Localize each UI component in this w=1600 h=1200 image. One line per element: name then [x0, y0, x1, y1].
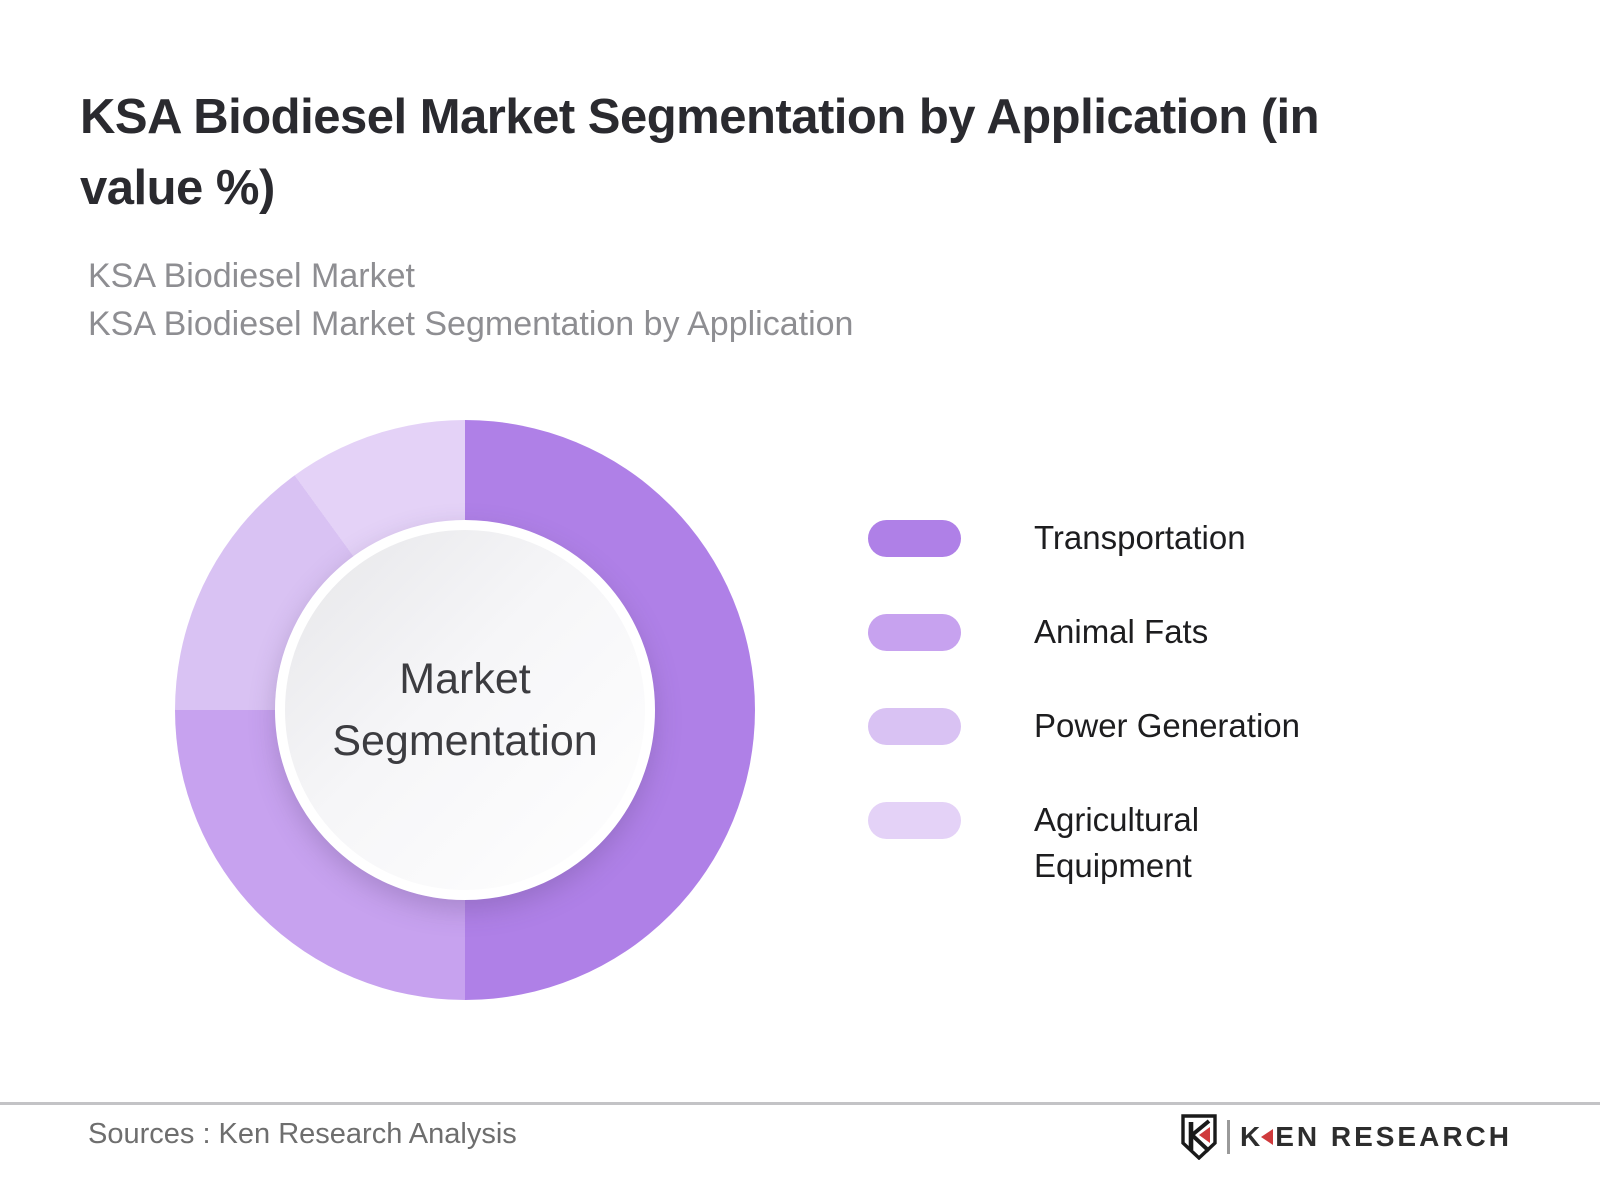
legend-item-power-generation: Power Generation	[868, 703, 1304, 749]
legend-label-transportation: Transportation	[1034, 519, 1246, 556]
legend-label-power-generation: Power Generation	[1034, 707, 1300, 744]
page-title: KSA Biodiesel Market Segmentation by App…	[80, 82, 1440, 224]
donut-center-circle: Market Segmentation	[275, 520, 655, 900]
subtitle-line-2: KSA Biodiesel Market Segmentation by App…	[88, 305, 854, 343]
page-title-line1: KSA Biodiesel Market Segmentation by App…	[80, 90, 1320, 144]
legend-item-animal-fats: Animal Fats	[868, 609, 1304, 655]
donut-chart: Market Segmentation	[175, 420, 755, 1000]
logo-text-rest: EN RESEARCH	[1275, 1121, 1512, 1152]
logo-divider-bar	[1226, 1120, 1230, 1154]
page-title-line2: value %)	[80, 161, 275, 215]
chart-subtitle: KSA Biodiesel Market KSA Biodiesel Marke…	[88, 252, 853, 348]
logo-red-triangle-icon	[1261, 1129, 1274, 1145]
legend-swatch-transportation	[868, 520, 961, 557]
legend-swatch-animal-fats	[868, 614, 961, 651]
legend-item-transportation: Transportation	[868, 515, 1304, 561]
legend-label-agricultural-equipment: Agricultural Equipment	[1034, 801, 1200, 884]
subtitle-line-1: KSA Biodiesel Market	[88, 257, 415, 295]
legend-item-agricultural-equipment: Agricultural Equipment	[868, 797, 1304, 889]
footer-divider	[0, 1102, 1600, 1105]
source-note: Sources : Ken Research Analysis	[88, 1118, 517, 1150]
logo-wordmark: K EN RESEARCH	[1240, 1123, 1512, 1151]
logo-letter-k: K	[1239, 1121, 1264, 1152]
ken-research-shield-icon	[1181, 1114, 1217, 1160]
chart-legend: Transportation Animal Fats Power Generat…	[868, 515, 1304, 937]
ken-research-logo: K EN RESEARCH	[1179, 1114, 1512, 1160]
legend-label-animal-fats: Animal Fats	[1034, 613, 1209, 650]
donut-center-label: Market Segmentation	[332, 655, 598, 765]
legend-swatch-agricultural-equipment	[868, 802, 961, 839]
legend-swatch-power-generation	[868, 708, 961, 745]
